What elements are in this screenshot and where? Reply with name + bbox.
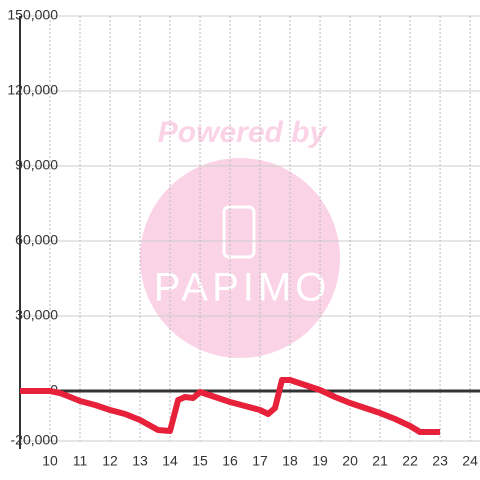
x-tick-label: 23: [432, 453, 448, 469]
x-tick-label: 13: [132, 453, 148, 469]
x-tick-label: 12: [102, 453, 118, 469]
x-tick-label: 15: [192, 453, 208, 469]
y-tick-label: 90,000: [15, 157, 58, 173]
x-tick-label: 24: [462, 453, 478, 469]
watermark-icon: [222, 205, 256, 259]
y-tick-label: 60,000: [15, 232, 58, 248]
x-tick-label: 19: [312, 453, 328, 469]
x-tick-label: 22: [402, 453, 418, 469]
x-tick-label: 16: [222, 453, 238, 469]
y-tick-label: 120,000: [7, 82, 58, 98]
x-tick-label: 11: [73, 453, 88, 469]
x-tick-label: 18: [282, 453, 298, 469]
y-tick-label: 30,000: [15, 307, 58, 323]
watermark-top: Powered by: [158, 116, 328, 149]
x-tick-label: 20: [342, 453, 358, 469]
x-tick-label: 21: [372, 453, 388, 469]
y-tick-label: 150,000: [7, 7, 58, 23]
watermark-bottom: PAPIMO: [154, 266, 331, 310]
x-tick-label: 14: [162, 453, 178, 469]
x-tick-label: 10: [42, 453, 58, 469]
x-tick-label: 17: [252, 453, 268, 469]
y-tick-label: -20,000: [11, 432, 59, 448]
line: [20, 377, 441, 435]
